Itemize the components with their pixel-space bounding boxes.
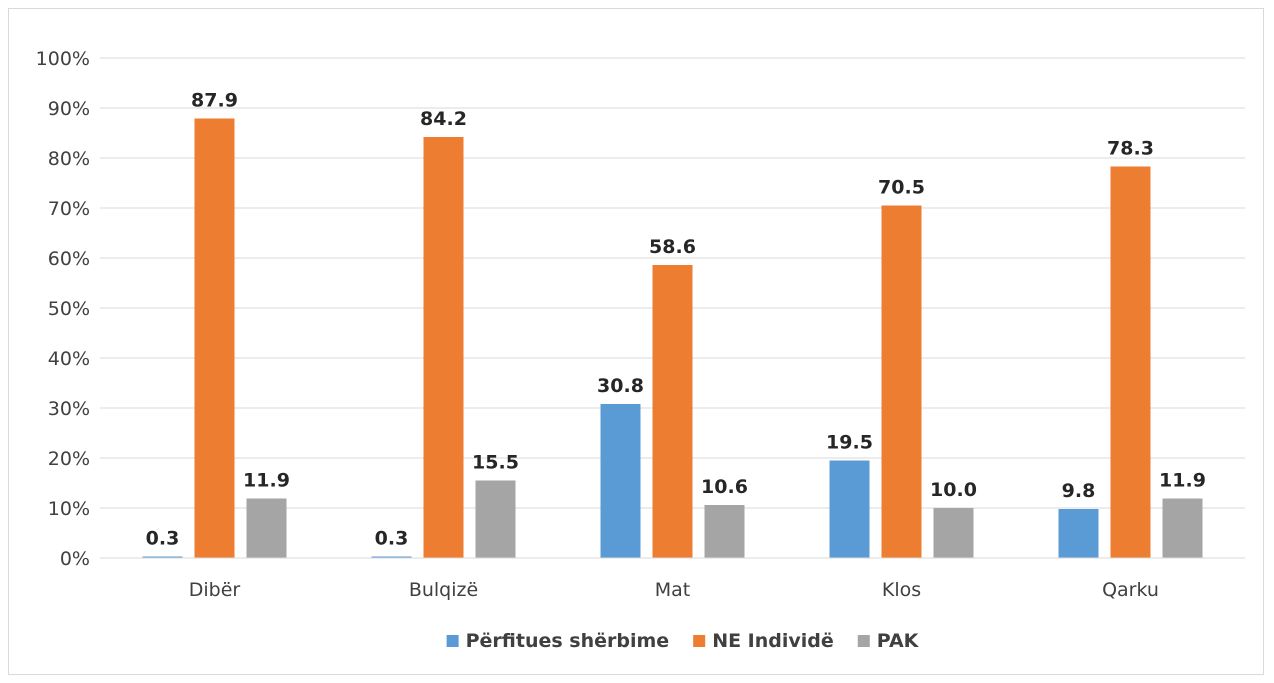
legend-item: NE Individë xyxy=(693,630,834,652)
legend-swatch xyxy=(857,635,870,647)
y-tick-label: 50% xyxy=(48,298,90,320)
gridlines xyxy=(100,57,1245,509)
y-tick-label: 90% xyxy=(48,98,90,120)
bar xyxy=(881,205,922,558)
bar xyxy=(600,404,641,558)
bar xyxy=(652,265,693,558)
data-label: 30.8 xyxy=(597,375,644,397)
legend-item: PAK xyxy=(857,630,920,652)
data-label: 11.9 xyxy=(243,470,290,492)
data-label: 11.9 xyxy=(1159,470,1206,492)
data-label: 78.3 xyxy=(1107,138,1154,160)
y-tick-label: 10% xyxy=(48,498,90,520)
data-label: 10.6 xyxy=(701,476,748,498)
x-tick-label: Qarku xyxy=(1102,579,1159,601)
y-tick-label: 80% xyxy=(48,148,90,170)
legend-label: NE Individë xyxy=(712,630,834,652)
bar xyxy=(933,508,974,558)
y-tick-label: 30% xyxy=(48,398,90,420)
legend-swatch xyxy=(693,635,706,647)
bar xyxy=(246,498,287,558)
bar xyxy=(194,118,235,558)
data-label: 0.3 xyxy=(375,528,409,550)
data-labels: 0.3 87.9 11.9 0.3 84.2 15.5 30.8 58.6 10.6 19.5 70… xyxy=(146,90,1206,550)
data-label: 87.9 xyxy=(191,90,238,112)
x-tick-label: Klos xyxy=(882,579,921,601)
bar xyxy=(142,556,183,558)
data-label: 0.3 xyxy=(146,528,180,550)
legend-item: Përfitues shërbime xyxy=(446,630,670,652)
data-label: 84.2 xyxy=(420,108,467,130)
data-label: 58.6 xyxy=(649,236,696,258)
y-tick-label: 0% xyxy=(60,548,90,570)
y-tick-label: 100% xyxy=(36,48,90,70)
data-label: 15.5 xyxy=(472,452,519,474)
bar xyxy=(1110,166,1151,558)
y-tick-label: 20% xyxy=(48,448,90,470)
legend: Përfitues shërbime NE Individë PAK xyxy=(446,630,920,652)
data-label: 70.5 xyxy=(878,177,925,199)
y-axis-tick-labels: 0% 10% 20% 30% 40% 50% 60% 70% 80% 90% 100% xyxy=(36,48,90,570)
x-tick-label: Dibër xyxy=(189,579,241,601)
legend-swatch xyxy=(446,635,459,647)
bar xyxy=(1058,509,1099,558)
x-axis-tick-labels: Dibër Bulqizë Mat Klos Qarku xyxy=(189,579,1159,601)
y-tick-label: 60% xyxy=(48,248,90,270)
bar xyxy=(829,460,870,558)
y-tick-label: 70% xyxy=(48,198,90,220)
legend-label: Përfitues shërbime xyxy=(466,630,670,652)
bar xyxy=(475,480,516,558)
bar xyxy=(371,556,412,558)
x-tick-label: Mat xyxy=(655,579,691,601)
bars xyxy=(142,118,1203,558)
bar xyxy=(423,137,464,558)
data-label: 19.5 xyxy=(826,432,873,454)
data-label: 10.0 xyxy=(930,479,977,501)
data-label: 9.8 xyxy=(1062,480,1096,502)
legend-label: PAK xyxy=(877,630,920,652)
bar xyxy=(1162,498,1203,558)
y-tick-label: 40% xyxy=(48,348,90,370)
x-tick-label: Bulqizë xyxy=(409,579,478,601)
bar xyxy=(704,505,745,558)
